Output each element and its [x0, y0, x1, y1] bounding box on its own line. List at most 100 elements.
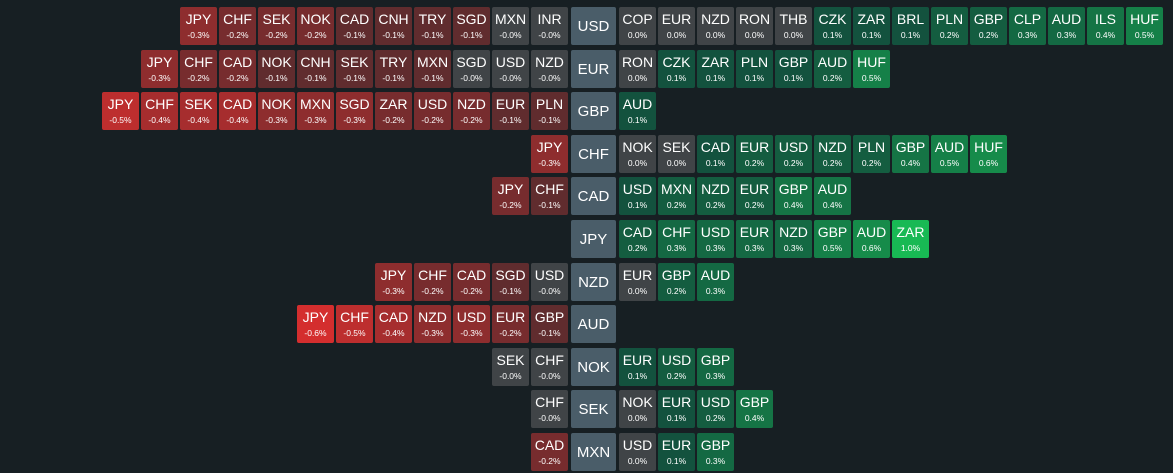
pair-tile-cad[interactable]: CAD -0.4% — [219, 92, 256, 130]
pair-tile-mxn[interactable]: MXN 0.2% — [658, 177, 695, 215]
pair-tile-pln[interactable]: PLN 0.2% — [853, 135, 890, 173]
pair-tile-jpy[interactable]: JPY -0.5% — [102, 92, 139, 130]
pair-tile-jpy[interactable]: JPY -0.3% — [141, 50, 178, 88]
pair-tile-usd[interactable]: USD 0.1% — [619, 177, 656, 215]
base-currency-label[interactable]: CAD — [571, 177, 616, 215]
pair-tile-chf[interactable]: CHF -0.0% — [531, 348, 568, 386]
pair-tile-aud[interactable]: AUD 0.3% — [1048, 7, 1085, 45]
pair-tile-usd[interactable]: USD 0.3% — [697, 220, 734, 258]
pair-tile-cad[interactable]: CAD 0.2% — [619, 220, 656, 258]
pair-tile-usd[interactable]: USD 0.0% — [619, 433, 656, 471]
pair-tile-nzd[interactable]: NZD 0.2% — [814, 135, 851, 173]
pair-tile-cnh[interactable]: CNH -0.1% — [375, 7, 412, 45]
pair-tile-cad[interactable]: CAD -0.2% — [219, 50, 256, 88]
pair-tile-cad[interactable]: CAD -0.4% — [375, 305, 412, 343]
base-currency-label[interactable]: CHF — [571, 135, 616, 173]
pair-tile-jpy[interactable]: JPY -0.6% — [297, 305, 334, 343]
pair-tile-pln[interactable]: PLN 0.2% — [931, 7, 968, 45]
pair-tile-cad[interactable]: CAD 0.1% — [697, 135, 734, 173]
pair-tile-eur[interactable]: EUR -0.1% — [492, 92, 529, 130]
pair-tile-sgd[interactable]: SGD -0.0% — [453, 50, 490, 88]
pair-tile-chf[interactable]: CHF -0.2% — [219, 7, 256, 45]
pair-tile-gbp[interactable]: GBP 0.4% — [736, 390, 773, 428]
base-currency-label[interactable]: USD — [571, 7, 616, 45]
pair-tile-gbp[interactable]: GBP 0.3% — [697, 433, 734, 471]
pair-tile-nzd[interactable]: NZD 0.0% — [697, 7, 734, 45]
pair-tile-gbp[interactable]: GBP 0.2% — [970, 7, 1007, 45]
pair-tile-huf[interactable]: HUF 0.6% — [970, 135, 1007, 173]
pair-tile-eur[interactable]: EUR 0.2% — [736, 135, 773, 173]
base-currency-label[interactable]: GBP — [571, 92, 616, 130]
pair-tile-gbp[interactable]: GBP 0.4% — [775, 177, 812, 215]
pair-tile-eur[interactable]: EUR 0.0% — [658, 7, 695, 45]
base-currency-label[interactable]: NOK — [571, 348, 616, 386]
pair-tile-gbp[interactable]: GBP 0.2% — [658, 263, 695, 301]
pair-tile-eur[interactable]: EUR 0.3% — [736, 220, 773, 258]
pair-tile-sgd[interactable]: SGD -0.1% — [453, 7, 490, 45]
pair-tile-nok[interactable]: NOK -0.1% — [258, 50, 295, 88]
pair-tile-zar[interactable]: ZAR -0.2% — [375, 92, 412, 130]
pair-tile-chf[interactable]: CHF -0.2% — [180, 50, 217, 88]
pair-tile-czk[interactable]: CZK 0.1% — [658, 50, 695, 88]
pair-tile-gbp[interactable]: GBP 0.4% — [892, 135, 929, 173]
pair-tile-usd[interactable]: USD -0.2% — [414, 92, 451, 130]
pair-tile-jpy[interactable]: JPY -0.3% — [375, 263, 412, 301]
pair-tile-aud[interactable]: AUD 0.6% — [853, 220, 890, 258]
pair-tile-sek[interactable]: SEK -0.1% — [336, 50, 373, 88]
pair-tile-czk[interactable]: CZK 0.1% — [814, 7, 851, 45]
pair-tile-try[interactable]: TRY -0.1% — [375, 50, 412, 88]
pair-tile-try[interactable]: TRY -0.1% — [414, 7, 451, 45]
base-currency-label[interactable]: AUD — [571, 305, 616, 343]
pair-tile-zar[interactable]: ZAR 1.0% — [892, 220, 929, 258]
pair-tile-aud[interactable]: AUD 0.4% — [814, 177, 851, 215]
pair-tile-nzd[interactable]: NZD -0.2% — [453, 92, 490, 130]
pair-tile-aud[interactable]: AUD 0.5% — [931, 135, 968, 173]
pair-tile-sek[interactable]: SEK -0.4% — [180, 92, 217, 130]
pair-tile-nzd[interactable]: NZD -0.0% — [531, 50, 568, 88]
pair-tile-gbp[interactable]: GBP 0.5% — [814, 220, 851, 258]
pair-tile-usd[interactable]: USD 0.2% — [697, 390, 734, 428]
pair-tile-cad[interactable]: CAD -0.2% — [453, 263, 490, 301]
pair-tile-eur[interactable]: EUR 0.1% — [658, 433, 695, 471]
pair-tile-nzd[interactable]: NZD 0.2% — [697, 177, 734, 215]
pair-tile-cad[interactable]: CAD -0.1% — [336, 7, 373, 45]
pair-tile-chf[interactable]: CHF -0.4% — [141, 92, 178, 130]
base-currency-label[interactable]: NZD — [571, 263, 616, 301]
pair-tile-gbp[interactable]: GBP 0.1% — [775, 50, 812, 88]
base-currency-label[interactable]: SEK — [571, 390, 616, 428]
pair-tile-chf[interactable]: CHF -0.5% — [336, 305, 373, 343]
pair-tile-chf[interactable]: CHF -0.2% — [414, 263, 451, 301]
pair-tile-pln[interactable]: PLN 0.1% — [736, 50, 773, 88]
pair-tile-cnh[interactable]: CNH -0.1% — [297, 50, 334, 88]
pair-tile-huf[interactable]: HUF 0.5% — [1126, 7, 1163, 45]
pair-tile-zar[interactable]: ZAR 0.1% — [853, 7, 890, 45]
pair-tile-nok[interactable]: NOK -0.3% — [258, 92, 295, 130]
pair-tile-nzd[interactable]: NZD -0.3% — [414, 305, 451, 343]
pair-tile-mxn[interactable]: MXN -0.1% — [414, 50, 451, 88]
pair-tile-brl[interactable]: BRL 0.1% — [892, 7, 929, 45]
pair-tile-usd[interactable]: USD -0.3% — [453, 305, 490, 343]
pair-tile-usd[interactable]: USD -0.0% — [531, 263, 568, 301]
pair-tile-clp[interactable]: CLP 0.3% — [1009, 7, 1046, 45]
pair-tile-eur[interactable]: EUR 0.1% — [658, 390, 695, 428]
pair-tile-eur[interactable]: EUR 0.0% — [619, 263, 656, 301]
pair-tile-aud[interactable]: AUD 0.3% — [697, 263, 734, 301]
pair-tile-chf[interactable]: CHF 0.3% — [658, 220, 695, 258]
pair-tile-gbp[interactable]: GBP 0.3% — [697, 348, 734, 386]
pair-tile-nzd[interactable]: NZD 0.3% — [775, 220, 812, 258]
pair-tile-huf[interactable]: HUF 0.5% — [853, 50, 890, 88]
pair-tile-chf[interactable]: CHF -0.1% — [531, 177, 568, 215]
pair-tile-pln[interactable]: PLN -0.1% — [531, 92, 568, 130]
pair-tile-sgd[interactable]: SGD -0.1% — [492, 263, 529, 301]
pair-tile-chf[interactable]: CHF -0.0% — [531, 390, 568, 428]
pair-tile-thb[interactable]: THB 0.0% — [775, 7, 812, 45]
pair-tile-aud[interactable]: AUD 0.1% — [619, 92, 656, 130]
pair-tile-jpy[interactable]: JPY -0.3% — [531, 135, 568, 173]
pair-tile-ils[interactable]: ILS 0.4% — [1087, 7, 1124, 45]
base-currency-label[interactable]: JPY — [571, 220, 616, 258]
pair-tile-cop[interactable]: COP 0.0% — [619, 7, 656, 45]
pair-tile-nok[interactable]: NOK 0.0% — [619, 135, 656, 173]
pair-tile-cad[interactable]: CAD -0.2% — [531, 433, 568, 471]
pair-tile-zar[interactable]: ZAR 0.1% — [697, 50, 734, 88]
pair-tile-usd[interactable]: USD -0.0% — [492, 50, 529, 88]
